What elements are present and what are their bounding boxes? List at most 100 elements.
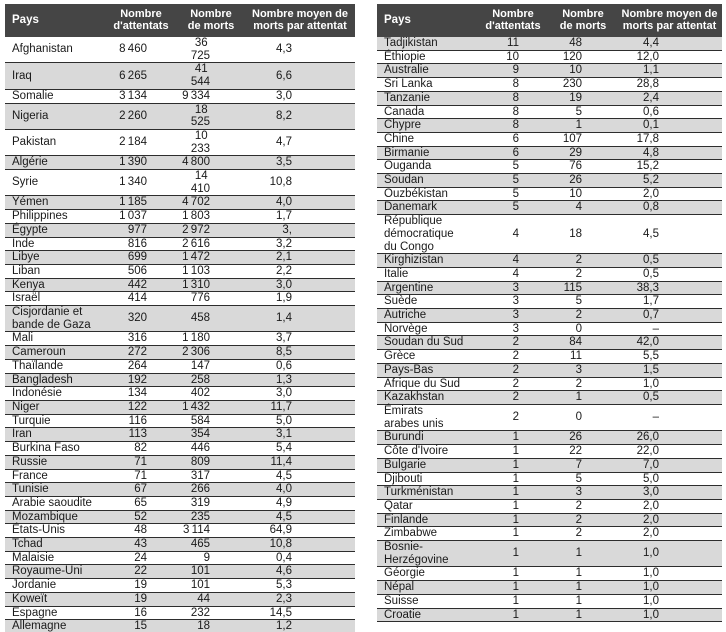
cell-attentats: 116 — [105, 414, 177, 429]
cell-moyen: 1,9 — [245, 291, 355, 307]
cell-pays: Croatie — [377, 608, 477, 623]
cell-morts: 1 472 — [177, 250, 245, 265]
cell-morts: 10 — [549, 187, 617, 202]
cell-attentats: 3 — [477, 322, 549, 337]
column-header-morts: Nombre de morts — [177, 4, 245, 37]
table-row: Croatie 1 1 1,0 — [377, 608, 722, 623]
cell-pays: Cisjordanie et bande de Gaza — [5, 305, 105, 333]
table-row: Turquie 116 584 5,0 — [5, 414, 355, 429]
cell-morts: 584 — [177, 414, 245, 429]
cell-attentats: 2 — [477, 335, 549, 351]
cell-pays: Afrique du Sud — [377, 377, 477, 392]
cell-pays: France — [5, 469, 105, 484]
cell-attentats: 8 — [477, 91, 549, 106]
header-line: morts par attentat — [622, 19, 717, 32]
table-row: Iran 113 354 3,1 — [5, 427, 355, 443]
cell-attentats: 48 — [105, 523, 177, 539]
table-row: Koweït 19 44 2,3 — [5, 592, 355, 607]
header-line: Nombre moyen de — [621, 8, 718, 20]
cell-attentats: 71 — [105, 469, 177, 484]
cell-attentats: 1 037 — [105, 209, 177, 224]
cell-pays: Géorgie — [377, 566, 477, 582]
cell-morts: 1 — [549, 580, 617, 595]
cell-morts: 2 972 — [177, 223, 245, 238]
cell-attentats: 506 — [105, 264, 177, 279]
cell-moyen: 1,3 — [245, 373, 355, 388]
table-row: Ouganda 5 76 15,2 — [377, 159, 722, 175]
cell-morts: 9 — [177, 551, 245, 566]
cell-pays: Cameroun — [5, 345, 105, 360]
cell-moyen: 5,0 — [245, 414, 355, 429]
table-row: Pays-Bas 2 3 1,5 — [377, 363, 722, 378]
cell-attentats: 82 — [105, 441, 177, 456]
table-row: Ouzbékistan 5 10 2,0 — [377, 187, 722, 202]
cell-moyen: 2,1 — [245, 250, 355, 265]
cell-moyen: 1,4 — [245, 305, 355, 333]
cell-moyen: 4,0 — [245, 482, 355, 497]
cell-moyen: 1,7 — [617, 294, 722, 310]
cell-moyen: 4,6 — [245, 564, 355, 580]
cell-attentats: 192 — [105, 373, 177, 388]
cell-moyen: 42,0 — [617, 335, 722, 351]
cell-pays: Autriche — [377, 308, 477, 323]
table-row: Afghanistan 8 460 36 725 4,3 — [5, 37, 355, 64]
cell-moyen: – — [617, 322, 722, 337]
cell-morts: 232 — [177, 606, 245, 621]
cell-morts: 101 — [177, 578, 245, 593]
table-row: Qatar 1 2 2,0 — [377, 499, 722, 514]
cell-attentats: 67 — [105, 482, 177, 497]
table-row: Russie 71 809 11,4 — [5, 455, 355, 470]
cell-moyen: 3,1 — [245, 427, 355, 443]
cell-morts: 2 — [549, 267, 617, 282]
cell-morts: 235 — [177, 510, 245, 525]
table-row: Mali 316 1 180 3,7 — [5, 331, 355, 347]
cell-morts: 10 — [549, 63, 617, 79]
table-row: Argentine 3 115 38,3 — [377, 281, 722, 296]
cell-morts: 115 — [549, 281, 617, 296]
cell-attentats: 1 — [477, 540, 549, 568]
cell-morts: 5 — [549, 294, 617, 310]
cell-moyen: 1,1 — [617, 63, 722, 79]
header-row: Pays Nombre d'attentats Nombre de morts … — [5, 4, 355, 37]
cell-pays: Italie — [377, 267, 477, 282]
cell-pays: Argentine — [377, 281, 477, 296]
cell-attentats: 8 — [477, 118, 549, 133]
cell-morts: 2 — [549, 308, 617, 323]
cell-pays: Mali — [5, 331, 105, 347]
cell-moyen: 4,5 — [617, 214, 722, 255]
cell-pays: République démocratique du Congo — [377, 214, 477, 255]
cell-morts: 1 803 — [177, 209, 245, 224]
cell-pays: Royaume-Uni — [5, 564, 105, 580]
cell-pays: Espagne — [5, 606, 105, 621]
cell-moyen: 12,0 — [617, 50, 722, 65]
cell-morts: 354 — [177, 427, 245, 443]
cell-attentats: 4 — [477, 214, 549, 255]
header-line: de morts — [559, 19, 607, 32]
cell-pays: Danemark — [377, 200, 477, 216]
table-row: Danemark 5 4 0,8 — [377, 200, 722, 216]
cell-moyen: 0,6 — [245, 359, 355, 374]
cell-attentats: 1 — [477, 444, 549, 459]
cell-attentats: 4 — [477, 253, 549, 268]
cell-pays: Suède — [377, 294, 477, 310]
cell-moyen: 3,2 — [245, 237, 355, 252]
cell-attentats: 16 — [105, 606, 177, 621]
cell-moyen: 6,6 — [245, 62, 355, 90]
cell-moyen: 3,0 — [245, 89, 355, 104]
cell-pays: Sri Lanka — [377, 77, 477, 92]
cell-attentats: 977 — [105, 223, 177, 238]
cell-attentats: 1 — [477, 526, 549, 542]
table-row: Inde 816 2 616 3,2 — [5, 237, 355, 252]
cell-attentats: 3 — [477, 294, 549, 310]
cell-moyen: 4,5 — [245, 510, 355, 525]
cell-pays: Libye — [5, 250, 105, 265]
table-row: Iraq 6 265 41 544 6,6 — [5, 62, 355, 90]
header-row: Pays Nombre d'attentats Nombre de morts … — [377, 4, 722, 37]
cell-attentats: 3 — [477, 281, 549, 296]
cell-attentats: 134 — [105, 386, 177, 401]
cell-moyen: 2,4 — [617, 91, 722, 106]
cell-pays: Chypre — [377, 118, 477, 133]
cell-morts: 18 — [177, 619, 245, 632]
cell-attentats: 8 — [477, 105, 549, 120]
